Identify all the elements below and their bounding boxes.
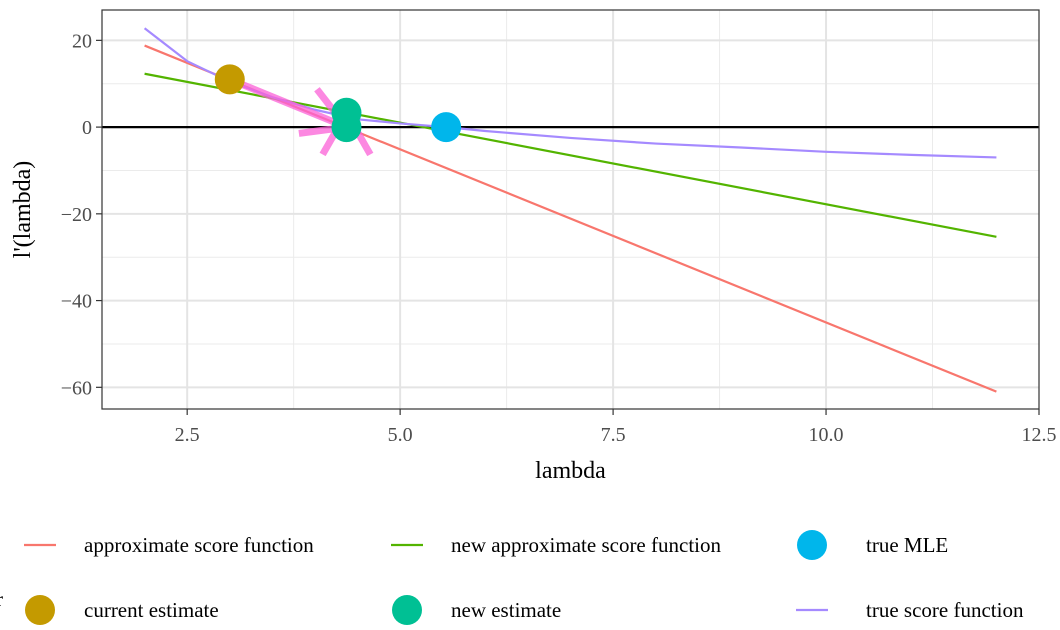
legend-label: current estimate <box>84 598 219 622</box>
point-true-MLE <box>431 112 462 143</box>
legend-label: true score function <box>866 598 1024 622</box>
legend-title: r <box>0 587 3 611</box>
point-current-estimate <box>214 64 245 95</box>
y-tick-label: −20 <box>61 204 92 226</box>
y-tick-label: 20 <box>72 30 92 52</box>
legend: r approximate score function new approxima… <box>0 530 1024 625</box>
legend-key-point <box>797 530 827 560</box>
x-tick-label: 5.0 <box>388 424 413 446</box>
legend-key-point <box>25 595 55 625</box>
axis-ticks: 2.5 5.0 7.5 10.0 12.5 20 0 −20 −40 −60 <box>61 30 1057 446</box>
y-tick-label: −60 <box>61 377 92 399</box>
plot-panel-border <box>101 9 1040 410</box>
legend-label: new approximate score function <box>451 533 721 557</box>
legend-label: new estimate <box>451 598 561 622</box>
y-tick-label: 0 <box>82 117 92 139</box>
legend-label: approximate score function <box>84 533 314 557</box>
arrow-shaft <box>228 76 348 131</box>
x-axis-title: lambda <box>535 458 606 484</box>
y-tick-label: −40 <box>61 291 92 313</box>
update-arrow-1 <box>228 76 350 137</box>
x-tick-label: 10.0 <box>809 424 844 446</box>
point-new-estimate <box>331 112 362 143</box>
y-axis-title: l'(lambda) <box>10 161 36 259</box>
series-line-true-score-function <box>143 27 997 159</box>
x-tick-label: 2.5 <box>175 424 200 446</box>
minor-gridlines <box>102 10 1039 409</box>
x-tick-label: 12.5 <box>1022 424 1057 446</box>
chart-marks <box>102 27 1039 393</box>
x-tick-label: 7.5 <box>601 424 626 446</box>
legend-label: true MLE <box>866 533 948 557</box>
major-gridlines <box>102 10 1039 409</box>
legend-key-point <box>392 595 422 625</box>
